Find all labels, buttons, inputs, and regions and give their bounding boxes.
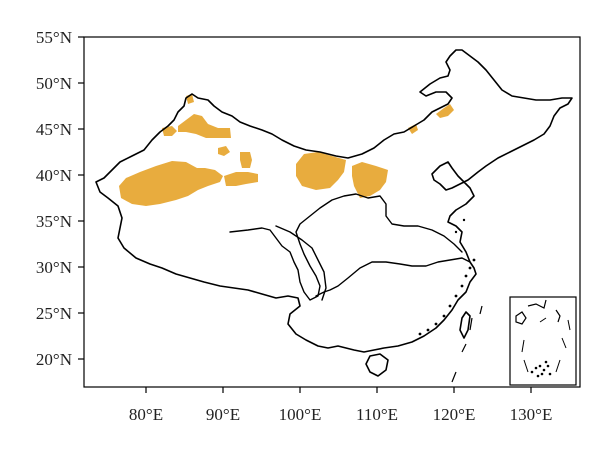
- taiwan-island: [459, 311, 471, 339]
- desert-region-junggar-west: [162, 126, 177, 136]
- desert-region-badain-jaran: [296, 152, 346, 190]
- y-tick-label: 40°N: [36, 166, 72, 185]
- desert-regions: [119, 94, 454, 206]
- south-china-sea-inset: [509, 296, 577, 386]
- desert-region-hami: [218, 146, 230, 156]
- desert-region-ordos: [352, 162, 388, 198]
- x-tick-label: 110°E: [356, 405, 398, 424]
- y-tick-label: 45°N: [36, 120, 72, 139]
- inset-taiwan: [555, 309, 561, 323]
- y-tick-label: 20°N: [36, 350, 72, 369]
- map-frame: [83, 36, 581, 388]
- y-tick-label: 35°N: [36, 212, 72, 231]
- river-upper: [275, 225, 327, 301]
- desert-region-turpan: [240, 152, 252, 168]
- inset-coast: [527, 299, 547, 309]
- y-tick-label: 55°N: [36, 28, 72, 47]
- y-axis: 55°N 50°N 45°N 40°N 35°N 30°N 25°N 20°N: [36, 28, 84, 369]
- desert-region-tarim: [119, 161, 223, 206]
- inset-islands: [530, 360, 552, 378]
- x-axis: 80°E 90°E 100°E 110°E 120°E 130°E: [129, 387, 552, 424]
- y-tick-label: 50°N: [36, 74, 72, 93]
- x-tick-label: 130°E: [510, 405, 553, 424]
- desert-region-kumtag: [224, 172, 258, 186]
- x-tick-label: 90°E: [206, 405, 240, 424]
- y-tick-label: 25°N: [36, 304, 72, 323]
- inset-frame: [509, 296, 577, 386]
- x-tick-label: 120°E: [433, 405, 476, 424]
- x-tick-label: 80°E: [129, 405, 163, 424]
- river-yangtze: [315, 257, 471, 297]
- desert-region-junggar: [178, 114, 231, 138]
- china-outline: [95, 49, 573, 353]
- hainan-island: [365, 353, 389, 377]
- desert-region-horqin: [436, 104, 454, 118]
- inset-hainan: [515, 311, 527, 325]
- internal-boundary-tibet: [229, 193, 463, 301]
- y-tick-label: 30°N: [36, 258, 72, 277]
- desert-region-hunshandake: [408, 124, 418, 134]
- coast-islets: [418, 218, 483, 383]
- x-tick-label: 100°E: [279, 405, 322, 424]
